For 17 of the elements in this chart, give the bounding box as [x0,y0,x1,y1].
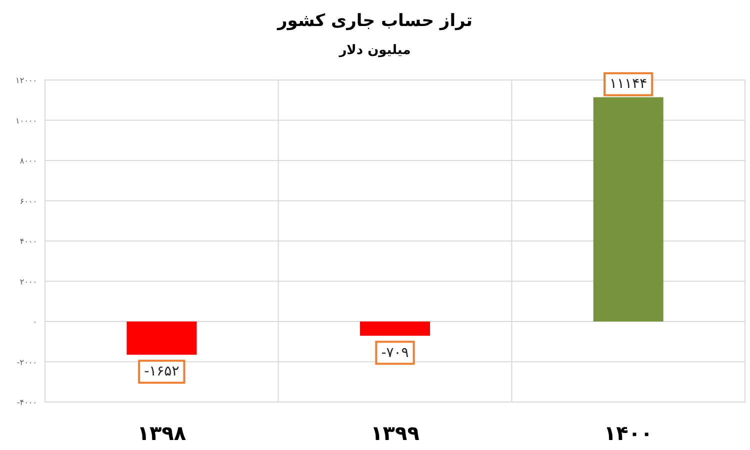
data-label: ۱۱۱۴۴ [610,76,648,92]
y-tick-label: ۴۰۰۰ [20,237,37,246]
y-tick-label: -۲۰۰۰ [16,358,37,367]
y-tick-label: ۶۰۰۰ [20,196,37,206]
y-tick-label: -۴۰۰۰ [16,398,37,407]
y-tick-label: ۰ [32,318,37,326]
x-tick-label: ۱۴۰۰ [604,421,653,445]
y-tick-label: ۱۲۰۰۰ [16,76,37,85]
x-tick-label: ۱۳۹۹ [370,421,420,445]
y-tick-label: ۸۰۰۰ [20,156,37,166]
data-label: -۷۰۹ [381,344,409,361]
data-label: -۱۶۵۲ [144,364,180,380]
chart-title: تراز حساب جاری کشور [276,11,472,31]
chart-subtitle: میلیون دلار [338,43,411,58]
x-tick-label: ۱۳۹۸ [137,421,186,445]
y-tick-label: ۱۰۰۰۰ [16,116,37,126]
y-tick-label: ۲۰۰۰ [20,277,37,286]
